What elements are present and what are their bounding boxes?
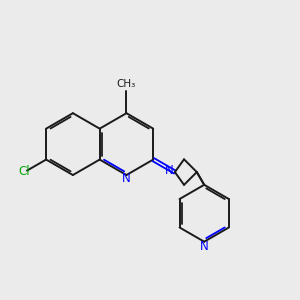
Text: Cl: Cl bbox=[19, 165, 30, 178]
Text: N: N bbox=[200, 240, 208, 253]
Text: CH₃: CH₃ bbox=[117, 79, 136, 89]
Text: N: N bbox=[165, 164, 174, 177]
Text: N: N bbox=[122, 172, 131, 185]
